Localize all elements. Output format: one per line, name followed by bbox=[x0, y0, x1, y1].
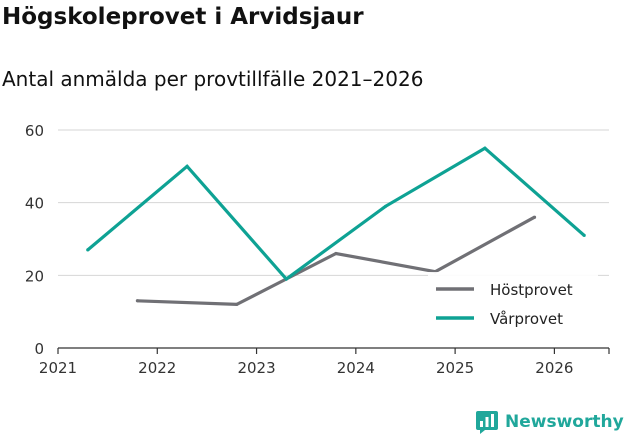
x-tick-label: 2026 bbox=[535, 359, 573, 377]
bar-chart-icon bbox=[476, 411, 498, 434]
data-point-h-stprovet bbox=[235, 302, 239, 306]
legend-label: Höstprovet bbox=[490, 281, 573, 299]
y-tick-label: 40 bbox=[25, 195, 44, 213]
data-point-h-stprovet bbox=[532, 215, 537, 219]
y-tick-label: 20 bbox=[25, 267, 44, 285]
y-tick-label: 0 bbox=[34, 340, 44, 358]
data-point-h-stprovet bbox=[135, 299, 140, 303]
data-point-v-rprovet bbox=[384, 204, 388, 208]
x-tick-label: 2023 bbox=[237, 359, 275, 377]
data-point-v-rprovet bbox=[185, 164, 189, 168]
x-tick-label: 2021 bbox=[39, 359, 77, 377]
series-line-h-stprovet bbox=[137, 215, 536, 307]
legend-background bbox=[428, 272, 598, 338]
legend: Höstprovet Vårprovet bbox=[428, 272, 598, 338]
data-point-v-rprovet bbox=[483, 146, 487, 150]
data-series bbox=[86, 146, 586, 307]
axes: 0 20 40 60 2021 2022 2023 2024 2025 2026 bbox=[25, 122, 610, 377]
x-tick-label: 2024 bbox=[337, 359, 375, 377]
series-line-v-rprovet bbox=[86, 146, 586, 282]
newsworthy-brand: Newsworthy bbox=[475, 407, 624, 437]
y-tick-label: 60 bbox=[25, 122, 44, 140]
x-tick-label: 2022 bbox=[138, 359, 176, 377]
data-point-v-rprovet bbox=[284, 277, 288, 281]
chart-title: Högskoleprovet i Arvidsjaur bbox=[2, 4, 364, 30]
data-point-h-stprovet bbox=[334, 251, 338, 256]
data-point-v-rprovet bbox=[86, 248, 90, 252]
legend-label: Vårprovet bbox=[490, 310, 563, 328]
data-point-v-rprovet bbox=[582, 233, 586, 237]
x-tick-label: 2025 bbox=[436, 359, 474, 377]
brand-name: Newsworthy bbox=[505, 412, 624, 432]
chart-subtitle: Antal anmälda per provtillfälle 2021–202… bbox=[2, 67, 424, 91]
